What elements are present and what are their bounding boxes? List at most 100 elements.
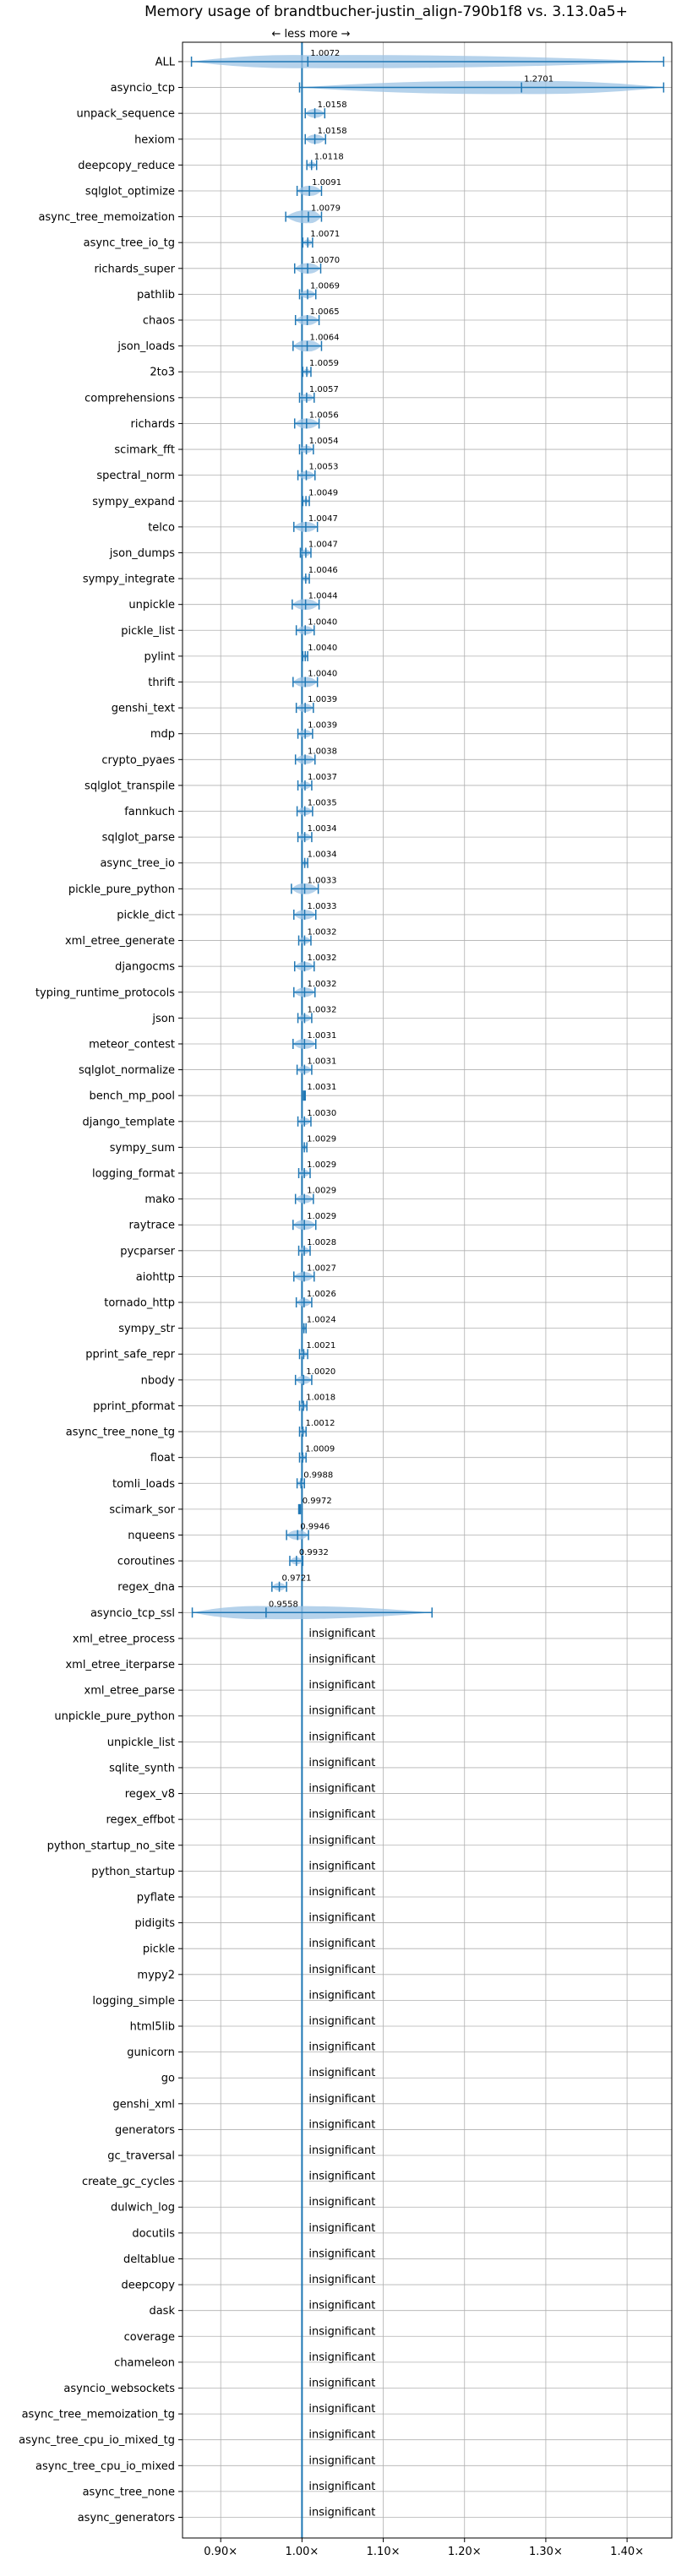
value-label: 0.9932 bbox=[299, 1548, 329, 1557]
benchmark-label: regex_dna bbox=[117, 1581, 175, 1594]
value-label: 1.0027 bbox=[307, 1264, 336, 1273]
value-label: 1.0069 bbox=[310, 281, 340, 291]
benchmark-label: async_tree_io_tg bbox=[84, 237, 175, 250]
value-label: 1.0028 bbox=[307, 1238, 336, 1247]
value-label: 1.0059 bbox=[309, 359, 339, 368]
benchmark-label: pyflate bbox=[137, 1891, 175, 1904]
value-label: 1.0018 bbox=[306, 1393, 335, 1402]
benchmark-label: xml_etree_iterparse bbox=[65, 1659, 175, 1671]
value-label: 1.0026 bbox=[307, 1290, 336, 1299]
value-label: 1.0034 bbox=[308, 851, 337, 860]
insignificant-label: insignificant bbox=[308, 1783, 375, 1796]
insignificant-label: insignificant bbox=[308, 1808, 375, 1821]
value-label: 1.0053 bbox=[308, 463, 338, 472]
benchmark-label: tomli_loads bbox=[112, 1478, 175, 1491]
benchmark-label: hexiom bbox=[134, 133, 175, 146]
value-label: 1.0029 bbox=[307, 1160, 336, 1170]
benchmark-label: python_startup bbox=[91, 1866, 175, 1878]
benchmark-label: pickle_dict bbox=[117, 909, 175, 921]
value-label: 1.0012 bbox=[306, 1419, 335, 1428]
value-label: 1.0009 bbox=[305, 1445, 335, 1454]
value-label: 1.0031 bbox=[307, 1083, 336, 1092]
benchmark-label: go bbox=[161, 2073, 175, 2085]
benchmark-label: logging_format bbox=[92, 1168, 175, 1181]
benchmark-label: raytrace bbox=[128, 1220, 175, 1232]
benchmark-label: async_tree_none bbox=[83, 2486, 175, 2498]
benchmark-label: sympy_sum bbox=[110, 1142, 175, 1155]
benchmark-label: fannkuch bbox=[124, 806, 175, 818]
benchmark-label: pickle bbox=[143, 1943, 175, 1956]
benchmark-label: 2to3 bbox=[150, 367, 175, 379]
violin-layer bbox=[190, 42, 665, 2538]
benchmark-label: coverage bbox=[124, 2331, 175, 2344]
value-label: 1.0079 bbox=[311, 204, 341, 214]
value-label: 1.0033 bbox=[308, 902, 337, 911]
value-label: 0.9721 bbox=[282, 1574, 312, 1584]
benchmark-label: json bbox=[151, 1013, 175, 1025]
benchmark-label: typing_runtime_protocols bbox=[35, 986, 175, 999]
benchmark-label: pycparser bbox=[120, 1245, 175, 1258]
benchmark-label: aiohttp bbox=[136, 1271, 175, 1284]
chart-title: Memory usage of brandtbucher-justin_alig… bbox=[144, 3, 628, 20]
value-label: 1.0030 bbox=[307, 1109, 336, 1118]
benchmark-label: async_tree_cpu_io_mixed bbox=[35, 2460, 175, 2473]
x-tick-label: 1.30× bbox=[529, 2546, 563, 2558]
insignificant-label: insignificant bbox=[308, 1937, 375, 1950]
insignificant-label: insignificant bbox=[308, 1731, 375, 1743]
benchmark-label: crypto_pyaes bbox=[101, 754, 175, 767]
benchmark-label: chameleon bbox=[114, 2356, 175, 2369]
benchmark-label: docutils bbox=[132, 2227, 175, 2240]
grid-layer bbox=[178, 42, 672, 2542]
benchmark-label: mako bbox=[144, 1193, 175, 1206]
value-label: 1.0065 bbox=[310, 307, 340, 317]
insignificant-label: insignificant bbox=[308, 1628, 375, 1640]
value-label: 1.0047 bbox=[308, 514, 338, 524]
value-label: 1.0024 bbox=[307, 1316, 336, 1325]
benchmark-label: tornado_http bbox=[104, 1297, 175, 1310]
benchmark-label: asyncio_tcp_ssl bbox=[90, 1607, 175, 1620]
insignificant-label: insignificant bbox=[308, 1860, 375, 1872]
value-label: 1.0029 bbox=[307, 1212, 336, 1221]
value-label: 1.0049 bbox=[308, 488, 338, 497]
insignificant-label: insignificant bbox=[308, 1757, 375, 1769]
benchmark-label: richards_super bbox=[94, 263, 175, 275]
value-label: 1.0046 bbox=[308, 566, 338, 575]
insignificant-label: insignificant bbox=[308, 2222, 375, 2235]
value-label: 1.0072 bbox=[310, 49, 340, 58]
insignificant-label: insignificant bbox=[308, 2351, 375, 2364]
insignificant-label: insignificant bbox=[308, 1834, 375, 1847]
benchmark-label: nbody bbox=[141, 1374, 176, 1387]
value-label: 1.0034 bbox=[308, 824, 337, 834]
benchmark-label: pprint_pformat bbox=[93, 1400, 175, 1413]
value-label: 1.0158 bbox=[318, 127, 347, 136]
benchmark-label: richards bbox=[131, 418, 176, 431]
benchmark-label: chaos bbox=[143, 315, 175, 328]
benchmark-label: mypy2 bbox=[137, 1969, 175, 1981]
value-label: 1.0037 bbox=[308, 773, 337, 782]
x-tick-label: 0.90× bbox=[204, 2546, 237, 2558]
x-tick-label: 1.00× bbox=[285, 2546, 319, 2558]
benchmark-label: python_startup_no_site bbox=[47, 1840, 175, 1852]
value-label: 1.0040 bbox=[308, 669, 337, 678]
value-label: 1.0054 bbox=[309, 437, 339, 446]
value-label: 1.0035 bbox=[308, 799, 337, 808]
benchmark-label: nqueens bbox=[128, 1530, 175, 1542]
benchmark-label: pickle_pure_python bbox=[68, 883, 175, 896]
insignificant-label: insignificant bbox=[308, 2196, 375, 2209]
benchmark-label: async_tree_memoization bbox=[38, 211, 175, 224]
benchmark-label: sympy_integrate bbox=[83, 573, 175, 586]
benchmark-label: genshi_xml bbox=[112, 2098, 175, 2111]
benchmark-label: float bbox=[150, 1452, 175, 1465]
value-label: 1.0038 bbox=[308, 747, 337, 756]
plot-frame bbox=[182, 41, 673, 2539]
insignificant-label: insignificant bbox=[308, 2067, 375, 2079]
insignificant-label: insignificant bbox=[308, 2454, 375, 2467]
x-tick-label: 1.40× bbox=[610, 2546, 644, 2558]
benchmark-label: sqlglot_normalize bbox=[79, 1064, 175, 1077]
benchmark-label: sympy_str bbox=[118, 1323, 175, 1335]
value-label: 1.0020 bbox=[306, 1367, 335, 1377]
insignificant-label: insignificant bbox=[308, 2171, 375, 2183]
benchmark-label: create_gc_cycles bbox=[82, 2176, 175, 2188]
benchmark-label: asyncio_tcp bbox=[111, 82, 175, 95]
